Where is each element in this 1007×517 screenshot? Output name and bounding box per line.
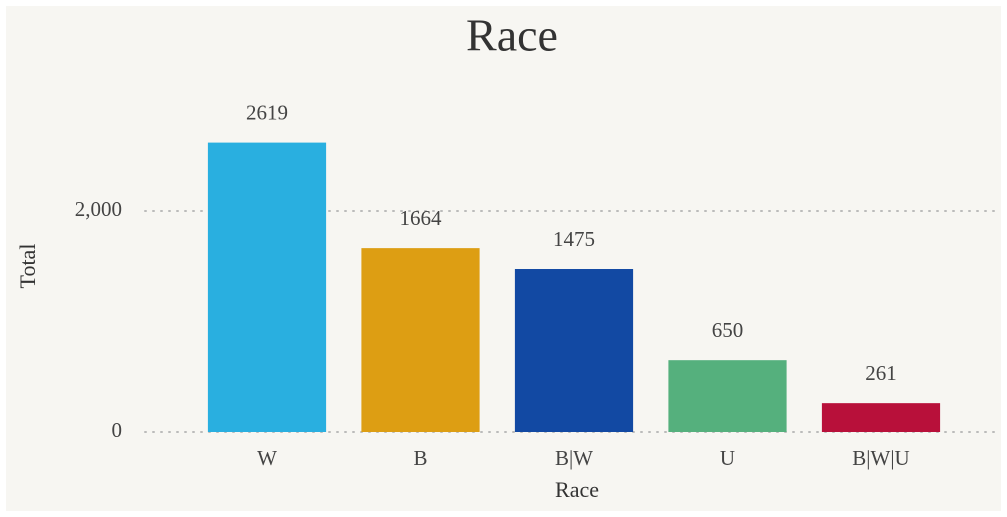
- data-label: 1664: [400, 206, 443, 230]
- data-label: 261: [865, 361, 897, 385]
- chart-title: Race: [466, 10, 558, 61]
- data-label: 2619: [246, 100, 288, 124]
- x-tick-label: W: [257, 446, 277, 470]
- data-label: 650: [712, 318, 744, 342]
- chart-background: [6, 6, 1001, 511]
- bar: [207, 142, 327, 432]
- y-axis-label: Total: [15, 244, 40, 289]
- data-label: 1475: [553, 227, 595, 251]
- bar: [514, 269, 634, 432]
- x-tick-label: U: [720, 446, 735, 470]
- x-tick-label: B: [413, 446, 427, 470]
- x-axis-label: Race: [555, 477, 599, 502]
- bar: [668, 360, 787, 432]
- bar: [361, 248, 480, 432]
- x-tick-label: B|W|U: [852, 446, 909, 470]
- bar: [821, 403, 941, 432]
- y-tick-label: 2,000: [75, 197, 122, 221]
- y-tick-label: 0: [112, 418, 123, 442]
- x-tick-label: B|W: [555, 446, 593, 470]
